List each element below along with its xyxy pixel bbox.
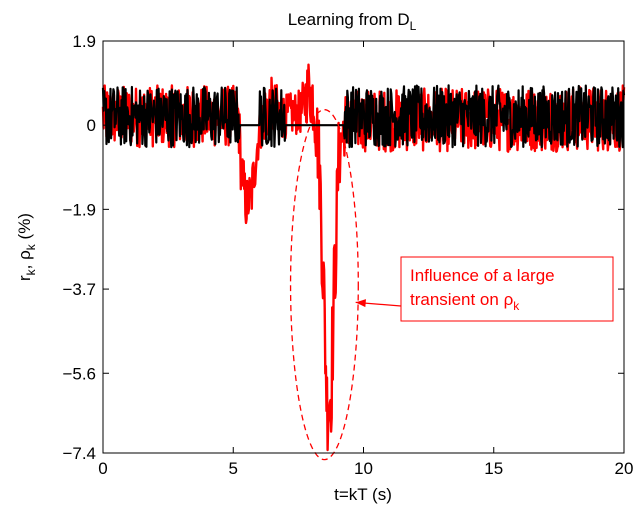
chart-title: Learning from DL	[288, 10, 417, 33]
annotation-line-2: transient on ρk	[410, 290, 520, 313]
x-tick-label: 5	[229, 459, 238, 478]
y-tick-label: −1.9	[62, 200, 96, 219]
y-tick-label: −7.4	[62, 444, 96, 463]
r-series-line	[101, 84, 626, 149]
x-tick-label: 15	[484, 459, 503, 478]
y-tick-label: −3.7	[62, 280, 96, 299]
plot-content	[101, 63, 626, 461]
x-axis: 0 5 10 15 20	[98, 41, 633, 478]
x-tick-label: 20	[615, 459, 634, 478]
annotation-line-1: Influence of a large	[410, 266, 555, 285]
y-axis: 1.9 0 −1.9 −3.7 −5.6 −7.4	[62, 32, 624, 463]
y-tick-label: 0	[87, 116, 96, 135]
annotation-arrowhead	[355, 299, 366, 308]
annotation: Influence of a large transient on ρk	[400, 256, 614, 322]
annotation-box	[400, 256, 614, 322]
x-tick-label: 0	[98, 459, 107, 478]
y-tick-label: −5.6	[62, 364, 96, 383]
y-axis-label: rk, ρk (%)	[15, 213, 38, 281]
y-tick-label: 1.9	[72, 32, 96, 51]
x-axis-label: t=kT (s)	[334, 485, 392, 504]
annotation-ellipse	[289, 109, 359, 461]
x-tick-label: 10	[354, 459, 373, 478]
